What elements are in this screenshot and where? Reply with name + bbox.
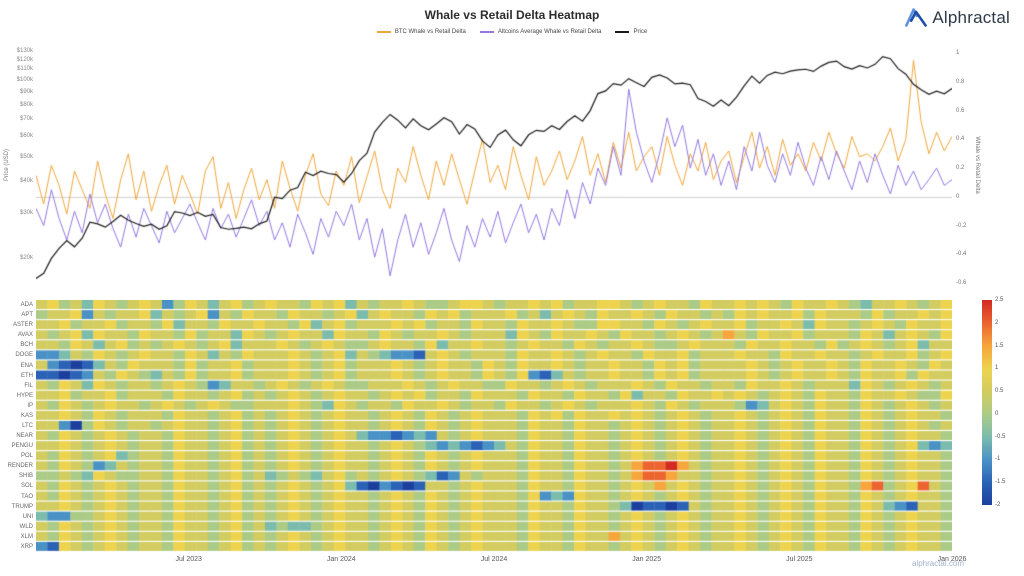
delta-tick-label: 0.6 bbox=[956, 107, 965, 114]
heatmap-row-label-hype: HYPE bbox=[16, 392, 33, 399]
coin-delta-heatmap-canvas bbox=[36, 300, 952, 552]
price-tick-label: $130k bbox=[16, 47, 33, 54]
legend-label: BTC Whale vs Retail Delta bbox=[394, 29, 466, 35]
colorbar-tick-label: -1 bbox=[995, 456, 1001, 463]
heatmap-row-label-aster: ASTER bbox=[12, 322, 33, 329]
heatmap-row-label-wld: WLD bbox=[19, 523, 33, 530]
colorbar-tick-label: 0 bbox=[995, 410, 999, 417]
heatmap-row-label-ip: IP bbox=[27, 402, 33, 409]
colorbar-canvas bbox=[982, 300, 992, 505]
heatmap-row-label-fil: FIL bbox=[24, 382, 33, 389]
price-tick-label: $100k bbox=[16, 76, 33, 83]
legend-label: Price bbox=[633, 29, 648, 35]
delta-tick-label: 0.2 bbox=[956, 165, 965, 172]
delta-tick-label: 0.4 bbox=[956, 136, 965, 143]
price-delta-line-chart-canvas bbox=[36, 46, 952, 286]
heatmap-row-label-ltc: LTC bbox=[22, 423, 33, 429]
btc-delta-swatch bbox=[376, 31, 391, 33]
heatmap-row-label-pengu: PENGU bbox=[11, 443, 33, 450]
heatmap-row-label-near: NEAR bbox=[16, 433, 33, 440]
heatmap-row-label-apt: APT bbox=[21, 312, 33, 319]
heatmap-row-label-sol: SOL bbox=[20, 483, 33, 490]
alt-delta-swatch bbox=[479, 31, 494, 33]
page-title: Whale vs Retail Delta Heatmap bbox=[424, 8, 600, 22]
colorbar-tick-label: 2.5 bbox=[995, 297, 1004, 303]
heatmap-x-tick-label: Jan 2025 bbox=[632, 556, 662, 563]
heatmap-row-label-trump: TRUMP bbox=[11, 503, 33, 510]
brand-name: Alphractal bbox=[932, 7, 1010, 27]
delta-tick-label: -0.2 bbox=[956, 222, 967, 229]
brand-logo[interactable]: Alphractal bbox=[904, 7, 1010, 28]
heatmap-row-label-ena: ENA bbox=[20, 362, 33, 369]
price-tick-label: $30k bbox=[19, 210, 33, 217]
price-tick-label: $70k bbox=[19, 116, 33, 123]
heatmap-row-label-eth: ETH bbox=[21, 372, 33, 379]
legend-item-btc-delta[interactable]: BTC Whale vs Retail Delta bbox=[376, 29, 466, 35]
legend-label: Altcoins Average Whale vs Retail Delta bbox=[497, 29, 602, 35]
colorbar-tick-label: -1.5 bbox=[995, 479, 1006, 486]
colorbar-tick-label: 1.5 bbox=[995, 342, 1004, 349]
heatmap-row-label-tao: TAO bbox=[21, 493, 33, 500]
heatmap-row-label-pol: POL bbox=[20, 453, 33, 460]
price-swatch bbox=[615, 31, 630, 33]
delta-tick-label: 0.8 bbox=[956, 78, 965, 85]
colorbar-tick-label: -2 bbox=[995, 502, 1001, 508]
legend-item-price[interactable]: Price bbox=[615, 29, 647, 35]
site-watermark[interactable]: alphractal.com bbox=[911, 559, 964, 568]
price-tick-label: $110k bbox=[17, 66, 33, 73]
heatmap-row-label-shib: SHIB bbox=[18, 473, 33, 480]
delta-tick-label: 0 bbox=[956, 193, 960, 200]
price-tick-label: $90k bbox=[19, 88, 33, 95]
heatmap-row-label-bch: BCH bbox=[20, 342, 33, 349]
legend-item-alt-delta[interactable]: Altcoins Average Whale vs Retail Delta bbox=[479, 29, 602, 35]
chart-legend: BTC Whale vs Retail Delta Altcoins Avera… bbox=[0, 29, 1024, 35]
price-axis-title: Price (USD) bbox=[4, 149, 10, 182]
colorbar-tick-label: 0.5 bbox=[995, 388, 1004, 395]
heatmap-row-label-kas: KAS bbox=[20, 412, 33, 419]
price-tick-label: $120k bbox=[16, 56, 33, 63]
heatmap-x-tick-label: Jul 2023 bbox=[175, 556, 202, 563]
heatmap-row-label-avax: AVAX bbox=[17, 332, 33, 339]
heatmap-x-tick-label: Jul 2025 bbox=[786, 556, 813, 563]
delta-tick-label: -0.6 bbox=[956, 280, 967, 287]
price-tick-label: $20k bbox=[19, 254, 33, 261]
alphractal-logo-icon bbox=[904, 7, 928, 28]
price-tick-label: $40k bbox=[19, 178, 33, 185]
heatmap-row-label-render: RENDER bbox=[7, 463, 33, 470]
heatmap-row-label-uni: UNI bbox=[22, 513, 33, 520]
heatmap-x-tick-label: Jul 2024 bbox=[480, 556, 508, 563]
price-tick-label: $80k bbox=[19, 101, 33, 108]
delta-tick-label: 1 bbox=[956, 50, 960, 57]
heatmap-row-label-ada: ADA bbox=[20, 302, 33, 309]
delta-tick-label: -0.4 bbox=[956, 251, 967, 258]
colorbar-tick-label: 2 bbox=[995, 319, 999, 326]
price-tick-label: $60k bbox=[19, 133, 33, 140]
colorbar-tick-label: 1 bbox=[995, 365, 999, 372]
colorbar-tick-label: -0.5 bbox=[995, 433, 1006, 440]
heatmap-row-label-doge: DOGE bbox=[15, 352, 33, 359]
heatmap-x-tick-label: Jan 2026 bbox=[937, 556, 967, 563]
heatmap-x-tick-label: Jan 2024 bbox=[326, 556, 356, 563]
price-tick-label: $50k bbox=[19, 153, 33, 160]
heatmap-row-label-xrp: XRP bbox=[20, 543, 33, 550]
heatmap-row-label-xlm: XLM bbox=[20, 533, 33, 540]
